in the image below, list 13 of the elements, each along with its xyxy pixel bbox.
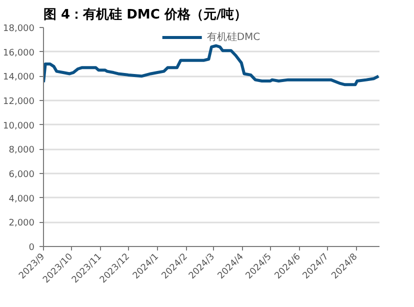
y-tick-label: 2,000: [8, 218, 35, 229]
y-tick-label: 18,000: [3, 24, 35, 34]
y-tick-label: 6,000: [8, 170, 35, 180]
legend-label: 有机硅DMC: [206, 30, 260, 44]
y-tick-label: 14,000: [3, 72, 35, 83]
line-series: [44, 44, 380, 86]
chart-title: 图 4：有机硅 DMC 价格（元/吨）: [44, 8, 248, 22]
y-tick-label: 16,000: [3, 48, 35, 58]
y-tick-label: 8,000: [8, 146, 35, 156]
y-tick-label: 12,000: [3, 97, 35, 107]
y-tick-label: 0: [28, 243, 35, 253]
y-tick-label: 10,000: [3, 121, 35, 132]
y-tick-label: 4,000: [8, 194, 35, 204]
